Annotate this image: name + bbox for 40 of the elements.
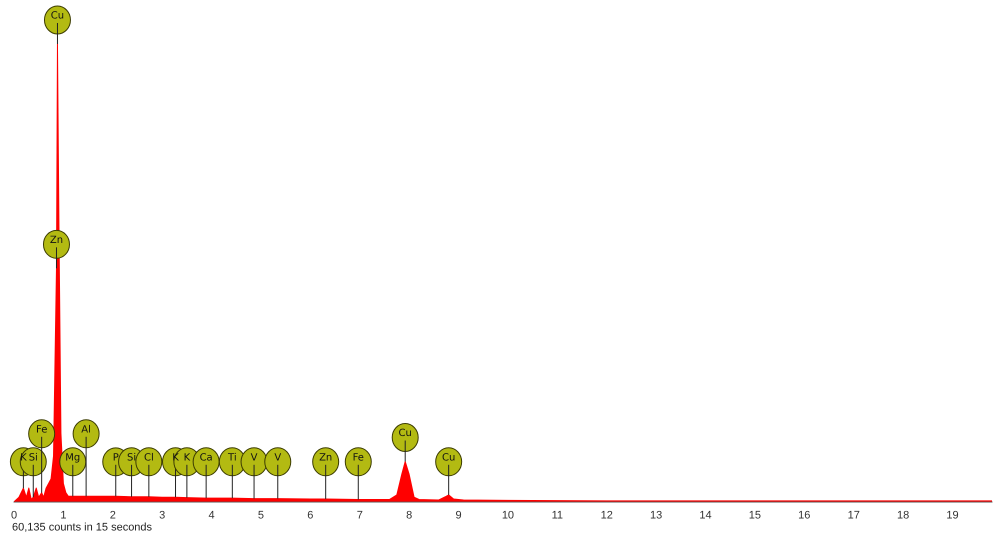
x-tick-label: 15 — [748, 509, 762, 522]
annotation: Si — [126, 452, 136, 464]
x-tick-label: 19 — [946, 509, 959, 522]
x-tick-label: 9 — [455, 509, 462, 522]
annotation: Cu — [398, 428, 412, 440]
annotation: P — [112, 452, 119, 464]
x-tick-label: 6 — [307, 509, 314, 522]
x-tick-label: 5 — [258, 509, 264, 522]
x-tick-label: 12 — [600, 509, 613, 522]
annotation: Ca — [200, 452, 213, 464]
annotation: Zn — [50, 234, 64, 246]
annotation: Fe — [352, 452, 364, 464]
annotation: Cu — [50, 10, 64, 22]
x-tick-label: 0 — [10, 509, 18, 522]
x-tick-label: 7 — [356, 509, 363, 522]
annotation: K — [20, 452, 28, 464]
annotation: V — [274, 452, 282, 464]
annotation: Mg — [65, 452, 80, 464]
x-tick-label: 1 — [60, 509, 66, 522]
x-tick-label: 3 — [159, 509, 166, 522]
annotation: Ti — [227, 452, 237, 464]
annotation: Zn — [319, 452, 332, 464]
annotation: V — [250, 452, 258, 464]
x-tick-label: 8 — [406, 509, 412, 522]
x-tick-label: 17 — [848, 509, 860, 522]
x-tick-label: 13 — [650, 509, 662, 522]
text: 60,135 counts in 15 seconds — [12, 521, 153, 534]
x-tick-label: 18 — [896, 509, 910, 522]
x-tick-label: 11 — [552, 509, 564, 522]
x-tick-label: 10 — [502, 509, 514, 522]
annotation: Cl — [144, 452, 154, 464]
annotation: Si — [28, 452, 38, 464]
annotation: Al — [81, 424, 91, 436]
annotation: Fe — [36, 424, 48, 436]
annotation: K — [184, 452, 191, 464]
x-tick-label: 14 — [699, 509, 712, 522]
x-tick-label: 2 — [110, 509, 116, 522]
x-tick-label: 4 — [208, 509, 215, 522]
x-tick-label: 16 — [798, 509, 810, 522]
annotation: Cu — [442, 452, 456, 464]
